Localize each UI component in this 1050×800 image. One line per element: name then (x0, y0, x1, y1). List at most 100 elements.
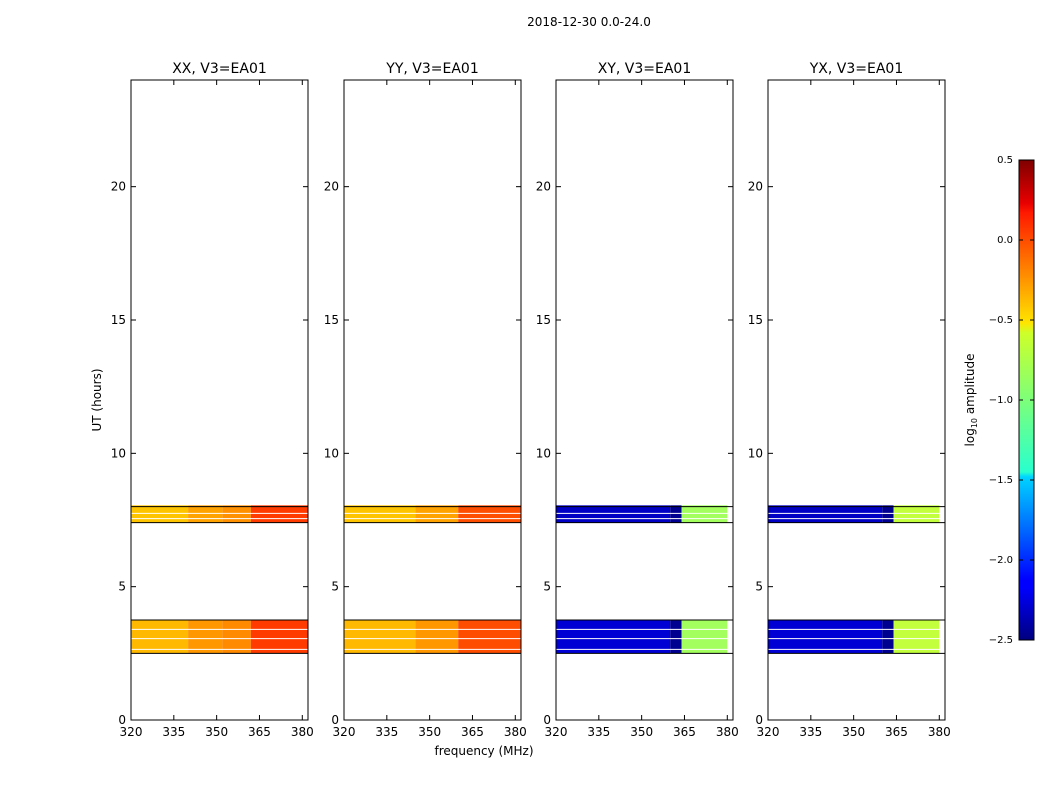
y-tick-label: 5 (755, 580, 763, 594)
x-tick-label: 380 (928, 725, 951, 739)
panel-0: 320 335 350 365 380 0 5 10 15 20 XX, V3=EA01 (111, 61, 314, 739)
x-tick-label: 320 (333, 725, 356, 739)
y-tick-label: 15 (748, 313, 763, 327)
y-tick-label: 10 (748, 446, 763, 460)
colorbar-label: log10 amplitude (963, 354, 979, 447)
panel-1: 320 335 350 365 380 0 5 10 15 20 YY, V3=EA01 (324, 61, 527, 739)
heat-cell-1-1 (670, 620, 682, 654)
panel-frame (555, 79, 734, 721)
y-tick-label: 10 (111, 446, 126, 460)
y-tick-label: 20 (748, 180, 763, 194)
heat-cell-0-2 (893, 505, 940, 523)
heat-cell-1-1 (882, 620, 894, 654)
heat-cell-1-2 (458, 620, 521, 654)
plot-area (131, 505, 308, 654)
x-tick-label: 335 (162, 725, 185, 739)
heat-cell-0-2 (681, 505, 728, 523)
x-tick-label: 320 (545, 725, 568, 739)
panel-frame (767, 79, 946, 721)
colorbar-tick-label: 0.0 (997, 235, 1013, 246)
panels: 320 335 350 365 380 0 5 10 15 20 XX, V3=EA01 320 335… (111, 61, 951, 739)
colorbar-label-sub: 10 (970, 418, 979, 428)
panel-frame (130, 79, 309, 721)
colorbar-ticks: 0.5 0.0 −0.5 −1.0 −1.5 −2.0 −2.5 (989, 155, 1034, 646)
heat-cell-1-0 (344, 620, 416, 654)
x-tick-label: 350 (205, 725, 228, 739)
plot-area (556, 505, 733, 654)
x-axis-label: frequency (MHz) (434, 744, 533, 758)
plot-area (344, 505, 521, 654)
heat-cell-1-1 (188, 620, 223, 654)
y-tick-label: 0 (331, 713, 339, 727)
x-tick-label: 380 (716, 725, 739, 739)
y-tick-label: 20 (324, 180, 339, 194)
y-tick-label: 15 (536, 313, 551, 327)
x-tick-label: 350 (842, 725, 865, 739)
heat-cell-0-1 (882, 505, 894, 523)
y-tick-label: 0 (755, 713, 763, 727)
heat-cell-0-0 (131, 505, 189, 523)
panel-frame (343, 79, 522, 721)
x-tick-label: 380 (504, 725, 527, 739)
heat-cell-0-0 (556, 505, 671, 523)
y-tick-label: 0 (118, 713, 126, 727)
colorbar-label-tail: amplitude (963, 354, 977, 418)
colorbar-label-main: log (963, 428, 977, 446)
x-tick-label: 320 (120, 725, 143, 739)
colorbar: 0.5 0.0 −0.5 −1.0 −1.5 −2.0 −2.5 log10 amplitu… (963, 155, 1035, 646)
heat-cell-1-1 (415, 620, 459, 654)
plot-area (768, 505, 945, 654)
panel-title: XX, V3=EA01 (172, 61, 267, 77)
heat-cell-0-2 (458, 505, 521, 523)
colorbar-tick-label: 0.5 (997, 155, 1013, 166)
colorbar-tick-label: −2.5 (989, 635, 1013, 646)
x-tick-label: 365 (461, 725, 484, 739)
y-tick-label: 5 (331, 580, 339, 594)
heat-cell-1-0 (131, 620, 189, 654)
x-tick-label: 350 (630, 725, 653, 739)
panel-title: XY, V3=EA01 (598, 61, 692, 77)
heat-cell-1-2 (893, 620, 940, 654)
y-tick-label: 15 (111, 313, 126, 327)
panel-3: 320 335 350 365 380 0 5 10 15 20 YX, V3=EA01 (748, 61, 951, 739)
y-tick-label: 10 (536, 446, 551, 460)
y-axis-label: UT (hours) (90, 368, 104, 431)
colorbar-tick-label: −2.0 (989, 555, 1013, 566)
colorbar-tick-label: −1.5 (989, 475, 1013, 486)
heat-cell-1-0 (556, 620, 671, 654)
x-tick-label: 365 (885, 725, 908, 739)
y-tick-label: 0 (543, 713, 551, 727)
heat-cell-0-1 (415, 505, 459, 523)
heat-cell-1-0 (768, 620, 883, 654)
x-tick-label: 365 (248, 725, 271, 739)
x-tick-label: 365 (673, 725, 696, 739)
heat-cell-0-2 (222, 505, 251, 523)
panel-title: YX, V3=EA01 (809, 61, 904, 77)
x-tick-label: 335 (799, 725, 822, 739)
x-tick-label: 335 (587, 725, 610, 739)
colorbar-tick-label: −0.5 (989, 315, 1013, 326)
heat-cell-0-0 (344, 505, 416, 523)
y-tick-label: 20 (111, 180, 126, 194)
heat-cell-0-1 (670, 505, 682, 523)
heat-cell-0-3 (250, 505, 308, 523)
x-tick-label: 335 (375, 725, 398, 739)
heat-cell-1-2 (681, 620, 728, 654)
heat-cell-1-3 (250, 620, 308, 654)
x-tick-label: 350 (418, 725, 441, 739)
x-tick-label: 320 (757, 725, 780, 739)
y-tick-label: 5 (118, 580, 126, 594)
heat-cell-0-0 (768, 505, 883, 523)
heat-cell-1-2 (222, 620, 251, 654)
x-tick-label: 380 (291, 725, 314, 739)
y-tick-label: 20 (536, 180, 551, 194)
figure-suptitle: 2018-12-30 0.0-24.0 (527, 15, 651, 29)
panel-title: YY, V3=EA01 (385, 61, 478, 77)
panel-2: 320 335 350 365 380 0 5 10 15 20 XY, V3=EA01 (536, 61, 739, 739)
y-tick-label: 5 (543, 580, 551, 594)
colorbar-tick-label: −1.0 (989, 395, 1013, 406)
y-tick-label: 15 (324, 313, 339, 327)
heat-cell-0-1 (188, 505, 223, 523)
y-tick-label: 10 (324, 446, 339, 460)
